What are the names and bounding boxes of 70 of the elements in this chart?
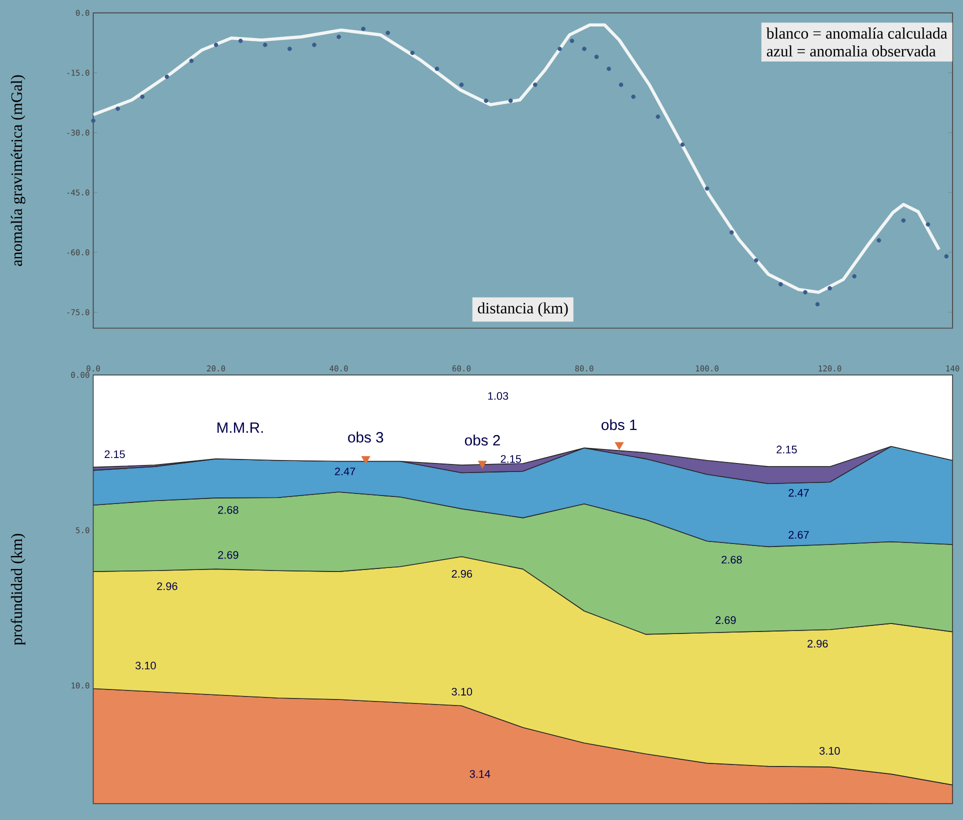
point	[876, 238, 882, 242]
annotation: 2.15	[104, 450, 125, 458]
point	[614, 442, 624, 450]
point	[189, 58, 194, 63]
point	[852, 274, 857, 278]
annotation: 3.10	[135, 661, 156, 670]
x-axis-title: distancia (km)	[478, 302, 568, 316]
point	[570, 38, 574, 43]
annotation: 2.96	[452, 570, 472, 578]
point	[434, 66, 440, 71]
point	[901, 218, 906, 222]
point	[618, 82, 624, 87]
point	[336, 34, 341, 39]
point	[680, 142, 685, 147]
point	[214, 42, 218, 47]
annotation: 3.10	[819, 746, 840, 754]
point	[631, 94, 636, 99]
annotation: 2.96	[808, 640, 828, 648]
point	[238, 38, 243, 43]
point	[140, 94, 145, 99]
point	[582, 46, 586, 51]
point	[656, 114, 660, 119]
point	[262, 42, 268, 47]
point	[116, 106, 120, 111]
annotation: 2.67	[788, 530, 809, 538]
annotation: 2.15	[776, 445, 797, 454]
annotation: 3.10	[452, 688, 472, 696]
annotation: 1.03	[488, 392, 508, 400]
point	[704, 186, 710, 190]
point	[558, 46, 562, 51]
point	[386, 30, 390, 35]
annotation: 2.96	[157, 582, 178, 590]
point	[484, 98, 488, 103]
point	[778, 282, 783, 286]
annotation: obs 1	[602, 418, 637, 430]
point	[361, 456, 370, 464]
annotation: obs 3	[348, 431, 384, 442]
annotation: blanco = anomalía calculada	[766, 27, 948, 38]
annotation: 2.15	[500, 454, 522, 463]
annotation: 2.69	[218, 550, 238, 559]
point	[606, 66, 612, 71]
point	[410, 50, 415, 55]
annotation: 3.14	[470, 770, 490, 778]
y-axis-title: anomalía gravimétrica (mGal)	[10, 75, 26, 266]
y-axis-title: profundidad (km)	[10, 534, 26, 645]
point	[926, 222, 930, 226]
point	[312, 42, 316, 47]
point	[532, 82, 538, 87]
point	[508, 98, 513, 103]
point	[594, 54, 599, 59]
annotation: 2.68	[218, 506, 238, 514]
point	[164, 74, 170, 79]
point	[459, 82, 464, 87]
annotation: M.M.R.	[217, 422, 263, 433]
annotation: 2.47	[334, 467, 356, 475]
point	[803, 290, 808, 294]
annotation: 2.68	[722, 556, 742, 564]
point	[287, 46, 292, 51]
point	[815, 302, 820, 306]
annotation: obs 2	[464, 434, 500, 446]
point	[944, 254, 949, 258]
point	[729, 230, 734, 234]
point	[828, 286, 832, 290]
point	[478, 460, 487, 468]
point	[361, 26, 366, 31]
point	[91, 118, 96, 123]
annotation: 2.47	[788, 488, 809, 496]
annotation: 2.69	[716, 616, 736, 624]
annotation: azul = anomalia observada	[766, 45, 936, 56]
point	[754, 258, 758, 262]
